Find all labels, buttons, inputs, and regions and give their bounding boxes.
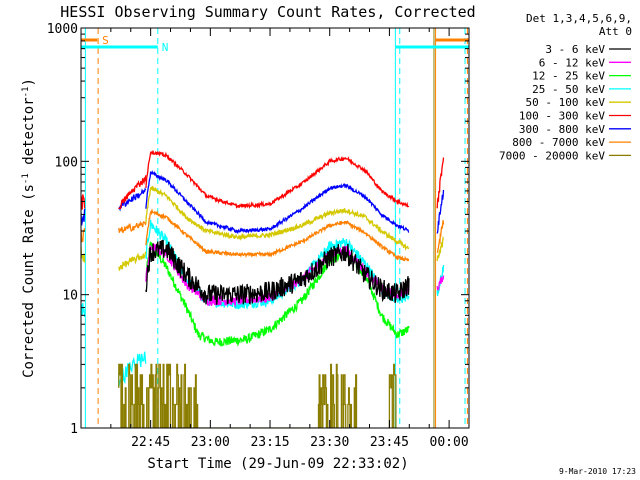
chart-title: HESSI Observing Summary Count Rates, Cor… [60,3,475,21]
series-early-segment [118,251,147,272]
saa-flag-label: S [102,34,109,47]
series-line-800-7000-kev [145,208,410,262]
x-tick-label: 00:00 [430,435,469,450]
series-post-segment [436,189,445,234]
legend-label: 50 - 100 keV [526,96,606,109]
series-early-segment [118,187,147,212]
series-line-7000-20000-kev [118,363,398,428]
legend-label: 100 - 300 keV [519,110,605,123]
y-tick-label: 10 [62,289,78,304]
series-post-segment [436,220,445,254]
series-pre-segment [81,194,86,210]
footer-date: 9-Mar-2010 17:23 [559,467,636,476]
region-markers [84,28,468,428]
legend-label: 25 - 50 keV [532,83,605,96]
legend-label: 12 - 25 keV [532,70,605,83]
y-axis-label-main: Corrected Count Rate (s [21,184,37,378]
series-pre-segment [81,208,86,226]
series-early-segment [118,220,147,234]
legend-label: 7000 - 20000 keV [499,149,605,162]
series-line-50-100-kev [145,185,410,252]
x-tick-label: 23:45 [370,435,409,450]
legend-header-attenuator: Att 0 [599,25,632,38]
series-pre-segment [81,246,86,263]
legend-header-detectors: Det 1,3,4,5,6,9, [526,12,632,25]
series-early-segment [118,175,147,210]
series-line-3-6-kev [145,239,410,305]
x-tick-label: 23:30 [310,435,349,450]
legend-label: 3 - 6 keV [545,43,605,56]
y-tick-label: 1 [70,422,78,437]
series-line-300-800-kev [145,169,410,235]
x-axis-label: Start Time (29-Jun-09 22:33:02) [147,456,408,472]
legend-label: 800 - 7000 keV [512,136,605,149]
y-axis-label-mid: detector [21,97,37,173]
y-axis-label-end: ) [21,78,37,86]
series-post-segment [436,235,445,262]
x-tick-label: 23:00 [191,435,230,450]
series-line-100-300-kev [145,150,410,210]
y-tick-label: 100 [55,155,78,170]
y-axis-label-sup2: -1 [21,87,31,98]
y-axis-label-sup1: -1 [21,173,31,184]
legend-label: 300 - 800 keV [519,123,605,136]
series-post-segment [436,275,445,291]
y-axis-label: Corrected Count Rate (s-1 detector-1) [21,78,37,378]
x-tick-label: 23:15 [250,435,289,450]
axes: 1 10 100 1000 22:45 23:00 23:15 23:30 23:45 00:00 [47,22,470,450]
night-flag-label: N [162,41,169,54]
series-post-segment [436,157,445,209]
plot-frame [80,27,470,429]
y-tick-label: 1000 [47,22,78,37]
flags-layer: SN [81,34,469,54]
series-pre-segment [81,303,86,317]
x-tick-label: 22:45 [131,435,170,450]
series-layer [81,150,445,428]
legend-label: 6 - 12 keV [539,56,606,69]
series-pre-segment [81,227,86,243]
